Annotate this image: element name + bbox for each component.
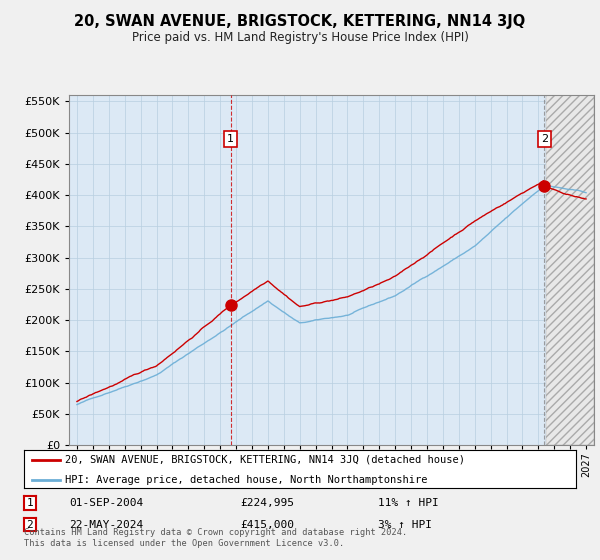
Text: HPI: Average price, detached house, North Northamptonshire: HPI: Average price, detached house, Nort…	[65, 475, 428, 485]
Text: £224,995: £224,995	[240, 498, 294, 508]
Text: 20, SWAN AVENUE, BRIGSTOCK, KETTERING, NN14 3JQ: 20, SWAN AVENUE, BRIGSTOCK, KETTERING, N…	[74, 14, 526, 29]
Text: 2: 2	[26, 520, 33, 530]
Text: £415,000: £415,000	[240, 520, 294, 530]
Text: 3% ↑ HPI: 3% ↑ HPI	[378, 520, 432, 530]
Text: 11% ↑ HPI: 11% ↑ HPI	[378, 498, 439, 508]
Text: 20, SWAN AVENUE, BRIGSTOCK, KETTERING, NN14 3JQ (detached house): 20, SWAN AVENUE, BRIGSTOCK, KETTERING, N…	[65, 455, 466, 465]
Text: 1: 1	[227, 134, 234, 144]
Text: 2: 2	[541, 134, 548, 144]
Text: 01-SEP-2004: 01-SEP-2004	[69, 498, 143, 508]
Text: Price paid vs. HM Land Registry's House Price Index (HPI): Price paid vs. HM Land Registry's House …	[131, 31, 469, 44]
Bar	[546, 95, 594, 445]
Text: Contains HM Land Registry data © Crown copyright and database right 2024.
This d: Contains HM Land Registry data © Crown c…	[24, 528, 407, 548]
Text: 1: 1	[26, 498, 33, 508]
Text: 22-MAY-2024: 22-MAY-2024	[69, 520, 143, 530]
